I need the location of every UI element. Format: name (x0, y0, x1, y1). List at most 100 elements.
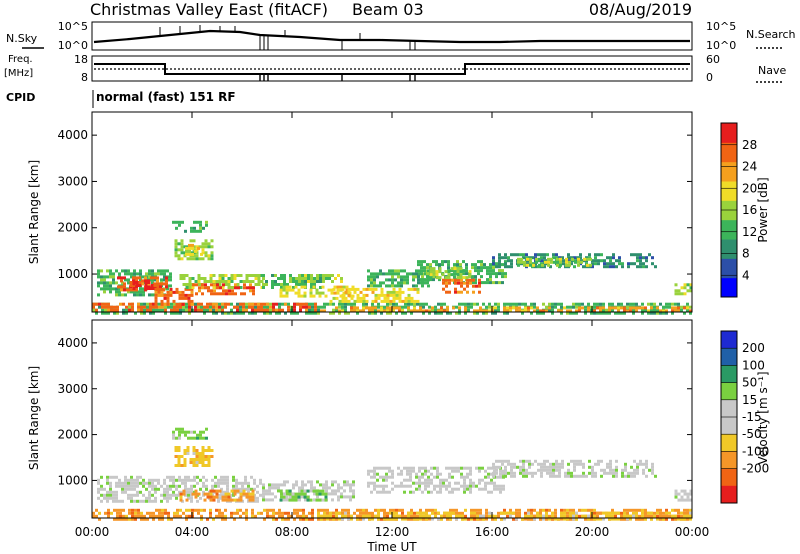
data-cell (115, 269, 118, 273)
data-cell (272, 302, 275, 306)
data-cell (158, 308, 161, 312)
data-cell (205, 484, 208, 488)
data-cell (483, 266, 486, 270)
x-tick-label: 12:00 (375, 525, 410, 539)
data-cell (427, 284, 430, 288)
data-cell (181, 481, 184, 485)
data-cell (474, 266, 477, 270)
data-cell (148, 493, 151, 497)
data-cell (504, 253, 507, 257)
data-cell (124, 481, 127, 485)
data-cell (620, 514, 623, 518)
data-cell (551, 302, 554, 306)
data-cell (194, 305, 197, 309)
colorbar-block (721, 277, 737, 298)
data-cell (533, 302, 536, 306)
data-cell (395, 290, 399, 294)
data-cell (424, 272, 427, 276)
data-cell (253, 481, 256, 485)
data-cell (572, 511, 575, 515)
data-cell (551, 514, 554, 518)
data-cell (230, 498, 234, 502)
data-cell (417, 260, 420, 264)
data-cell (541, 263, 544, 267)
data-cell (286, 492, 289, 496)
data-cell (674, 489, 678, 493)
data-cell (471, 275, 474, 279)
data-cell (230, 302, 233, 306)
data-cell (190, 302, 194, 306)
data-cell (656, 311, 659, 315)
data-cell (407, 296, 411, 300)
data-cell (176, 508, 179, 512)
data-cell (207, 257, 211, 261)
data-cell (507, 471, 510, 475)
data-cell (187, 436, 190, 440)
data-cell (179, 508, 182, 512)
data-cell (133, 290, 136, 294)
data-cell (174, 251, 178, 255)
data-cell (257, 305, 260, 309)
data-cell (195, 455, 199, 458)
data-cell (271, 283, 274, 286)
data-cell (331, 492, 334, 496)
data-cell (370, 475, 373, 479)
data-cell (197, 274, 201, 277)
data-cell (266, 305, 269, 309)
data-cell (293, 308, 296, 312)
data-cell (103, 287, 106, 291)
data-cell (447, 273, 451, 277)
data-cell (178, 290, 182, 294)
data-cell (485, 514, 488, 518)
data-cell (174, 449, 178, 452)
data-cell (197, 492, 201, 496)
data-cell (409, 469, 412, 473)
data-cell (151, 481, 154, 485)
data-cell (674, 309, 677, 313)
data-cell (501, 272, 504, 276)
data-cell (394, 269, 397, 273)
data-cell (626, 508, 629, 512)
data-cell (344, 290, 348, 294)
data-cell (232, 487, 235, 491)
data-cell (412, 275, 415, 279)
data-cell (552, 462, 555, 466)
data-cell (131, 517, 134, 521)
data-cell (115, 496, 118, 500)
data-cell (608, 517, 611, 521)
data-cell (552, 468, 555, 472)
data-cell (201, 292, 204, 296)
colorbar-block (721, 382, 737, 401)
data-cell (407, 511, 410, 515)
data-cell (163, 293, 167, 297)
data-cell (609, 468, 612, 472)
data-cell (344, 311, 347, 315)
data-cell (380, 290, 384, 294)
data-cell (427, 481, 430, 485)
data-cell (469, 481, 472, 485)
data-cell (316, 280, 319, 283)
data-cell (310, 486, 313, 490)
data-cell (418, 272, 421, 276)
data-cell (473, 517, 476, 521)
data-cell (615, 468, 618, 472)
data-cell (224, 514, 227, 518)
data-cell (377, 293, 381, 297)
data-cell (294, 495, 298, 499)
data-cell (277, 489, 280, 493)
data-cell (350, 306, 353, 310)
data-cell (328, 277, 331, 280)
data-cell (426, 278, 429, 282)
data-cell (689, 309, 692, 313)
data-cell (543, 259, 546, 263)
data-cell (195, 452, 199, 455)
data-cell (403, 490, 406, 494)
data-cell (196, 433, 199, 437)
data-cell (599, 309, 602, 313)
data-cell (380, 299, 384, 303)
data-cell (103, 284, 106, 288)
colorbar-tick-label: 16 (742, 203, 757, 217)
data-cell (195, 283, 198, 287)
data-cell (576, 459, 579, 463)
